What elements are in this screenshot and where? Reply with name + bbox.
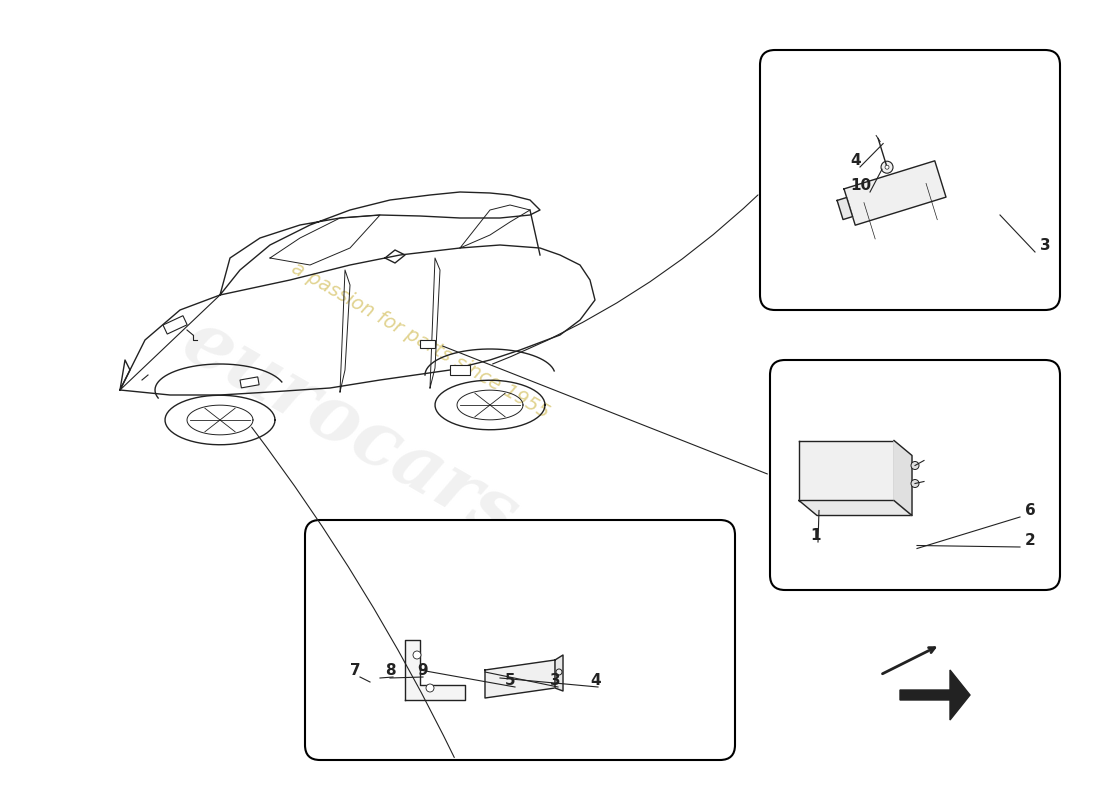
Text: a passion for parts since 1955: a passion for parts since 1955 — [288, 258, 552, 422]
Polygon shape — [844, 161, 946, 225]
Text: 4: 4 — [850, 153, 860, 168]
Circle shape — [881, 162, 893, 174]
Polygon shape — [485, 660, 556, 698]
Polygon shape — [837, 198, 852, 219]
Bar — [420, 340, 434, 348]
Text: 7: 7 — [350, 663, 361, 678]
Text: 3: 3 — [1040, 238, 1050, 253]
Polygon shape — [799, 501, 912, 515]
Text: 10: 10 — [850, 178, 871, 193]
FancyBboxPatch shape — [770, 360, 1060, 590]
Circle shape — [412, 651, 421, 659]
Polygon shape — [799, 441, 894, 501]
Circle shape — [911, 479, 918, 487]
Text: 9: 9 — [417, 663, 428, 678]
Bar — [163, 316, 187, 334]
FancyBboxPatch shape — [760, 50, 1060, 310]
Text: 4: 4 — [590, 673, 601, 688]
Polygon shape — [894, 441, 912, 515]
Text: 5: 5 — [505, 673, 516, 688]
Circle shape — [886, 166, 889, 170]
Polygon shape — [900, 670, 970, 720]
Circle shape — [556, 669, 562, 675]
Text: 8: 8 — [385, 663, 396, 678]
Bar — [450, 365, 470, 375]
Bar — [240, 377, 260, 388]
Text: 2: 2 — [1025, 533, 1036, 548]
Circle shape — [426, 684, 434, 692]
Text: 1: 1 — [810, 528, 821, 543]
Circle shape — [911, 462, 918, 470]
Text: 3: 3 — [550, 673, 561, 688]
Polygon shape — [405, 640, 465, 700]
FancyBboxPatch shape — [305, 520, 735, 760]
Text: eurocars: eurocars — [169, 304, 530, 556]
Polygon shape — [556, 655, 563, 691]
Text: 6: 6 — [1025, 503, 1036, 518]
